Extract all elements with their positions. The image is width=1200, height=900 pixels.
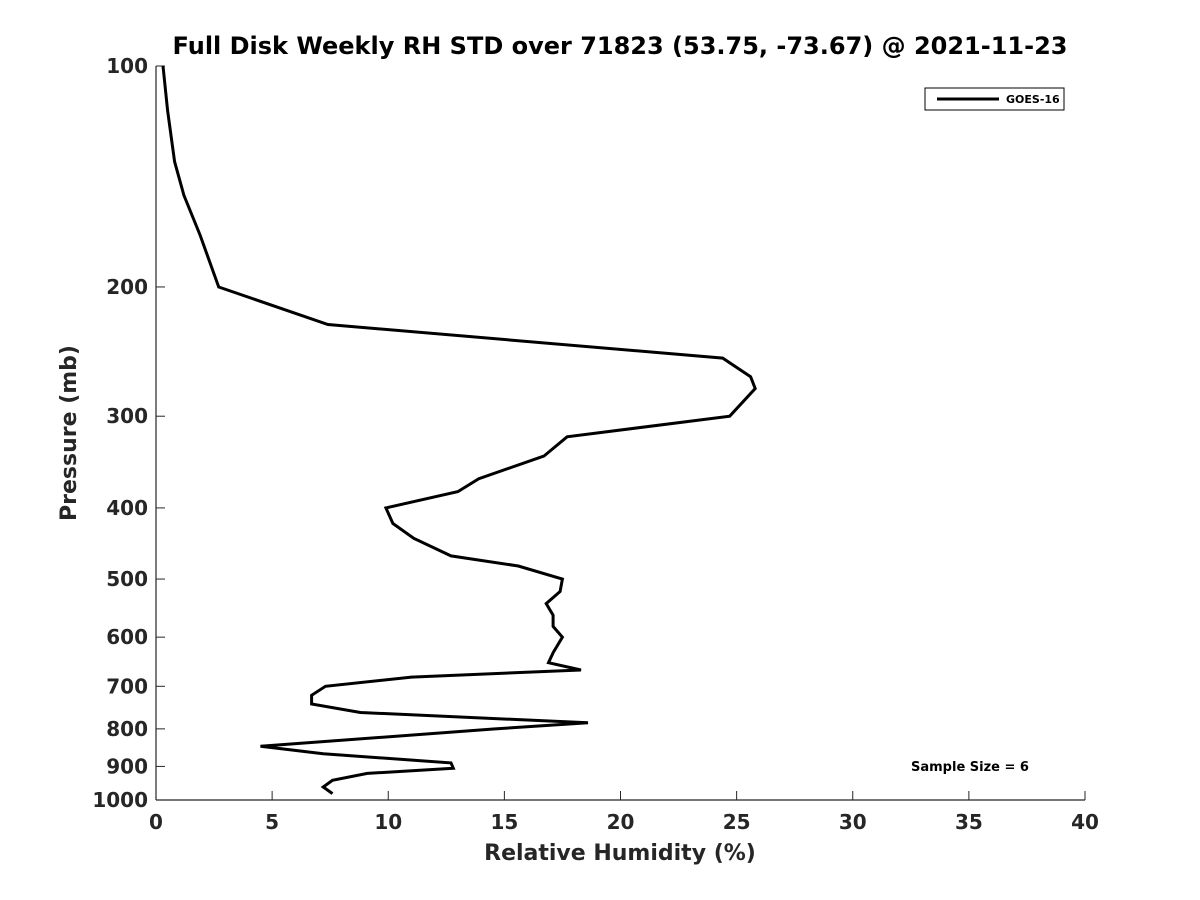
y-tick-label: 400	[106, 496, 148, 520]
y-tick-label: 300	[106, 404, 148, 428]
x-axis-ticks: 0 5 10 15 20 25 30 35 40	[149, 791, 1099, 834]
x-tick-label: 20	[607, 810, 635, 834]
y-tick-label: 600	[106, 625, 148, 649]
x-tick-label: 10	[374, 810, 402, 834]
y-tick-label: 900	[106, 754, 148, 778]
legend-label: GOES-16	[1006, 93, 1060, 106]
x-tick-label: 30	[839, 810, 867, 834]
y-tick-label: 1000	[92, 788, 148, 812]
series-layer	[161, 65, 757, 795]
y-tick-label: 200	[106, 275, 148, 299]
y-tick-label: 500	[106, 567, 148, 591]
y-tick-label: 100	[106, 54, 148, 78]
x-tick-label: 15	[490, 810, 518, 834]
x-tick-label: 25	[723, 810, 751, 834]
legend: GOES-16	[924, 87, 1065, 111]
series-line-goes-16	[161, 65, 757, 795]
y-tick-label: 700	[106, 674, 148, 698]
x-tick-label: 40	[1071, 810, 1099, 834]
y-axis-ticks: 100 200 300 400 500 600 700 800 900 1000	[92, 54, 165, 812]
y-tick-label: 800	[106, 717, 148, 741]
y-axis-label: Pressure (mb)	[57, 345, 82, 521]
x-tick-label: 0	[149, 810, 163, 834]
sample-size-annotation: Sample Size = 6	[911, 760, 1029, 775]
chart-title: Full Disk Weekly RH STD over 71823 (53.7…	[173, 32, 1068, 60]
x-tick-label: 35	[955, 810, 983, 834]
x-axis-label: Relative Humidity (%)	[484, 841, 756, 866]
axes	[155, 66, 1085, 801]
x-tick-label: 5	[265, 810, 279, 834]
